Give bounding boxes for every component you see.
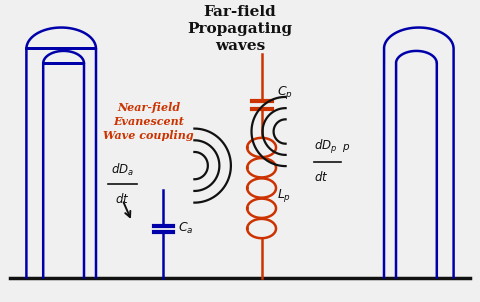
Text: $dD_p$: $dD_p$ — [314, 138, 338, 156]
Text: $dt$: $dt$ — [314, 169, 329, 184]
Text: $dD_a$: $dD_a$ — [111, 162, 134, 178]
Text: $C_a$: $C_a$ — [178, 221, 193, 236]
Text: Far-field
Propagating
waves: Far-field Propagating waves — [187, 5, 293, 53]
Text: $C_p$: $C_p$ — [277, 84, 293, 101]
Text: Near-field
Evanescent
Wave coupling: Near-field Evanescent Wave coupling — [104, 102, 194, 141]
Text: $p$: $p$ — [342, 142, 350, 154]
Text: $L_p$: $L_p$ — [277, 187, 291, 204]
Text: $dt$: $dt$ — [115, 192, 130, 206]
